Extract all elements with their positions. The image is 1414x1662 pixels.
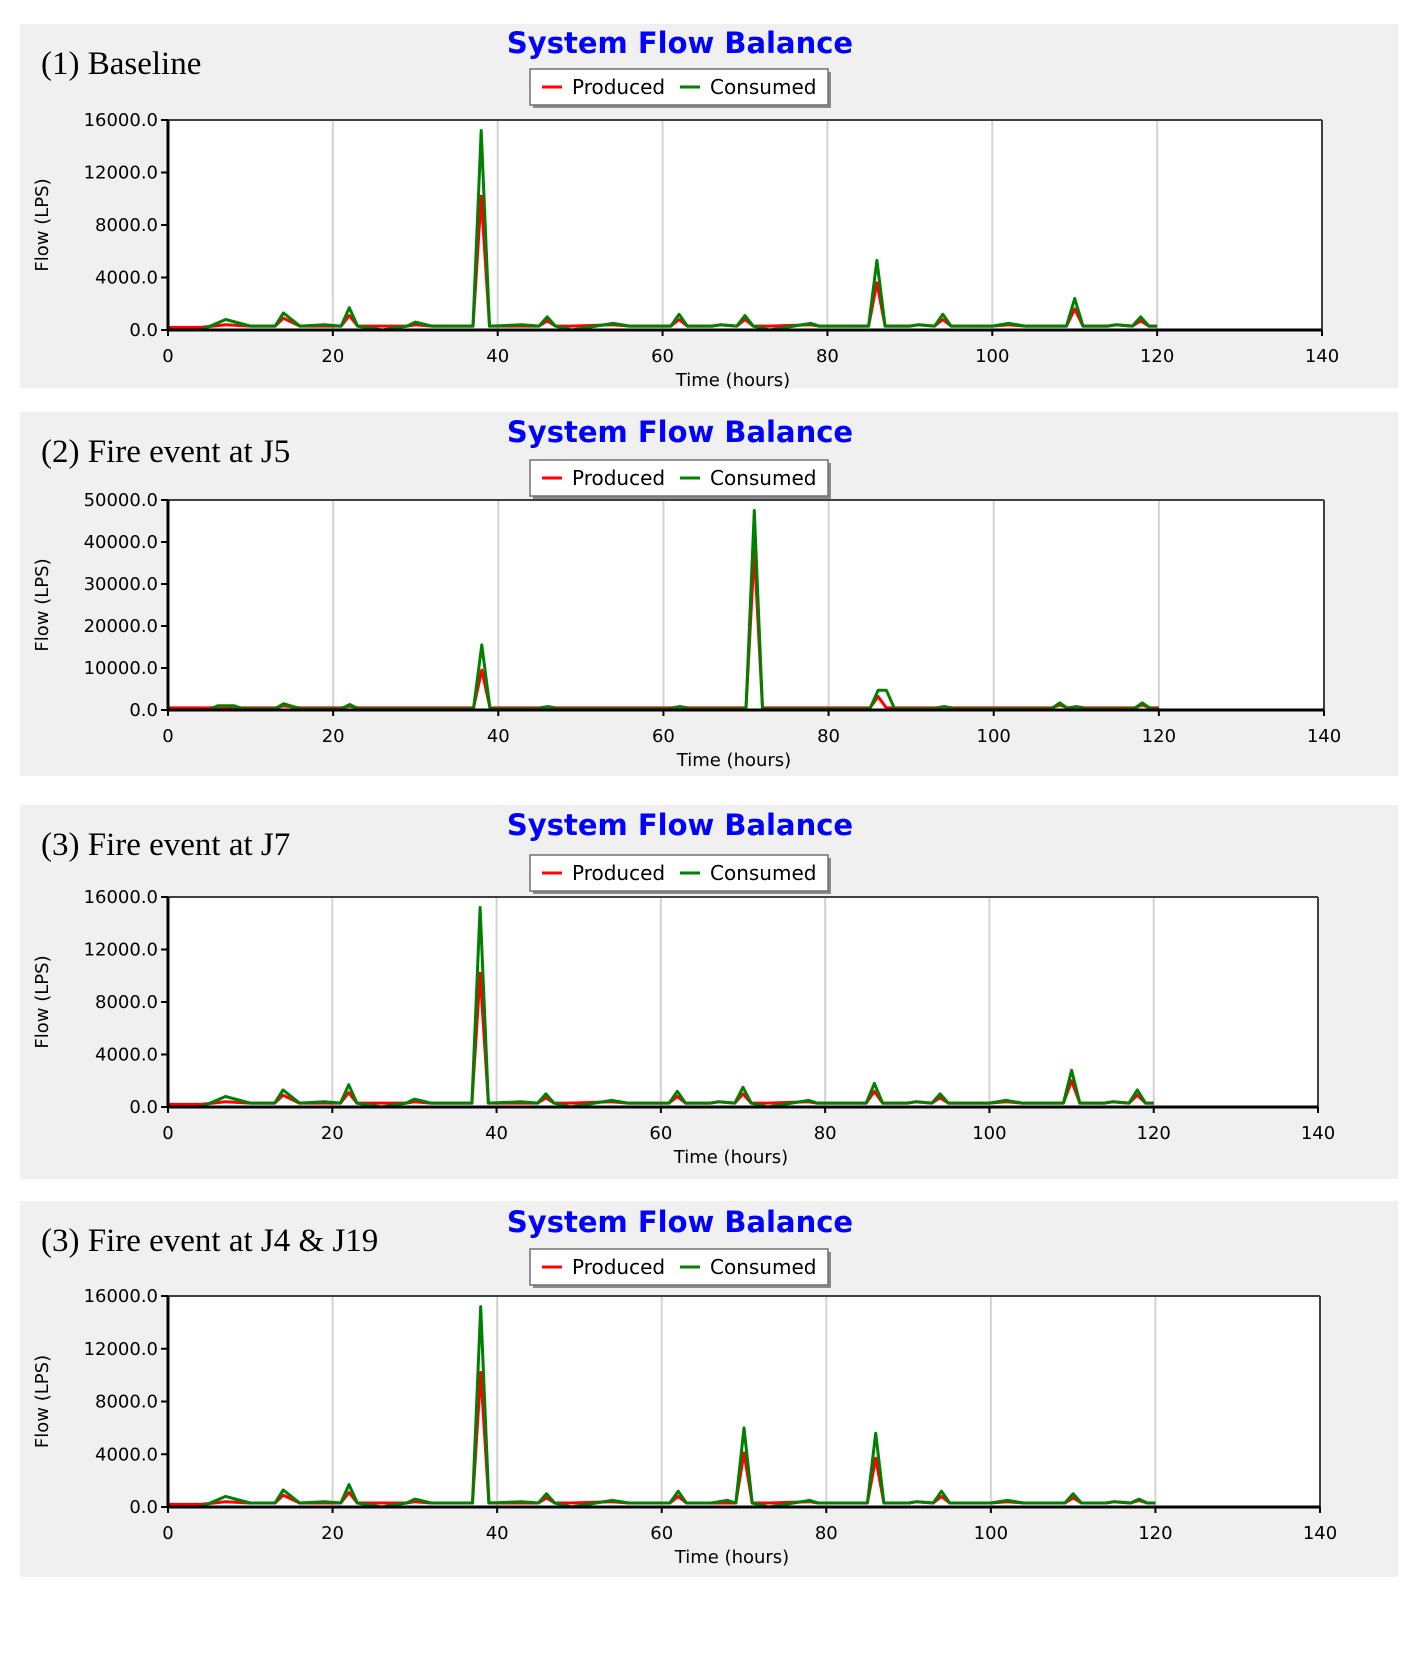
- x-tick-label: 60: [652, 726, 675, 747]
- y-tick-label: 10000.0: [84, 658, 158, 679]
- x-tick-label: 120: [1137, 1123, 1171, 1144]
- y-tick-label: 20000.0: [84, 616, 158, 637]
- x-tick-label: 80: [816, 346, 839, 367]
- chart-panel-1: (1) Baseline 0 20 40 60 80 100 120 140 0.0 4000.0…: [20, 24, 1398, 391]
- legend-label-produced: Produced: [572, 1255, 665, 1279]
- panel-label: (3) Fire event at J4 & J19: [41, 1223, 379, 1259]
- x-tick-label: 20: [321, 346, 344, 367]
- chart-svg: 0 20 40 60 80 100 120 140 0.0 4000.0 8000.0 12000.0…: [32, 808, 1335, 1168]
- y-tick-label: 0.0: [129, 1097, 158, 1118]
- legend-label-consumed: Consumed: [710, 1255, 816, 1279]
- x-axis-title: Time (hours): [675, 370, 790, 391]
- y-tick-label: 30000.0: [84, 574, 158, 595]
- y-tick-label: 8000.0: [95, 992, 158, 1013]
- chart-panel-3: (3) Fire event at J7 0 20 40 60 80 100 120 140 0…: [20, 805, 1398, 1179]
- y-tick-label: 40000.0: [84, 532, 158, 553]
- x-tick-label: 60: [649, 1123, 672, 1144]
- x-tick-label: 0: [162, 726, 173, 747]
- legend-box: [529, 1248, 829, 1286]
- series-line-consumed: [168, 1305, 1156, 1509]
- x-tick-label: 80: [815, 1523, 838, 1544]
- y-tick-label: 8000.0: [95, 1392, 158, 1413]
- series-line-consumed: [168, 906, 1154, 1109]
- x-tick-label: 20: [321, 1523, 344, 1544]
- y-axis-title: Flow (LPS): [32, 178, 53, 271]
- y-tick-label: 4000.0: [95, 268, 158, 289]
- panel-label: (1) Baseline: [41, 46, 202, 82]
- y-tick-label: 16000.0: [84, 110, 158, 131]
- legend-label-produced: Produced: [572, 466, 665, 490]
- x-tick-label: 0: [162, 346, 173, 367]
- x-tick-label: 40: [487, 726, 510, 747]
- chart-panel-4: (3) Fire event at J4 & J19 0 20 40 60 80 100 1…: [20, 1201, 1398, 1577]
- chart-svg: 0 20 40 60 80 100 120 140 0.0 4000.0 8000.0 12000.0…: [32, 26, 1339, 391]
- x-tick-label: 100: [975, 346, 1009, 367]
- x-tick-label: 20: [321, 1123, 344, 1144]
- chart-title: System Flow Balance: [507, 26, 853, 60]
- y-axis-title: Flow (LPS): [32, 1355, 53, 1448]
- legend-label-produced: Produced: [572, 861, 665, 885]
- plot-area: [168, 120, 1322, 330]
- x-axis-title: Time (hours): [674, 1547, 789, 1568]
- x-tick-label: 0: [162, 1523, 173, 1544]
- y-axis-title: Flow (LPS): [32, 558, 53, 651]
- x-tick-label: 100: [972, 1123, 1006, 1144]
- legend-label-produced: Produced: [572, 75, 665, 99]
- y-tick-label: 12000.0: [84, 940, 158, 961]
- panel-label: (2) Fire event at J5: [41, 434, 291, 470]
- x-axis-title: Time (hours): [676, 750, 791, 771]
- x-tick-label: 20: [322, 726, 345, 747]
- y-tick-label: 12000.0: [84, 163, 158, 184]
- legend-label-consumed: Consumed: [710, 861, 816, 885]
- x-tick-label: 120: [1138, 1523, 1172, 1544]
- chart-title: System Flow Balance: [507, 415, 853, 449]
- x-tick-label: 140: [1301, 1123, 1335, 1144]
- x-tick-label: 140: [1307, 726, 1341, 747]
- y-tick-label: 16000.0: [84, 887, 158, 908]
- x-tick-label: 80: [817, 726, 840, 747]
- y-tick-label: 0.0: [129, 320, 158, 341]
- x-tick-label: 80: [814, 1123, 837, 1144]
- x-tick-label: 40: [486, 1523, 509, 1544]
- y-tick-label: 4000.0: [95, 1045, 158, 1066]
- x-tick-label: 40: [485, 1123, 508, 1144]
- chart-panel-2: (2) Fire event at J5 0 20 40 60 80 100 120 140 0…: [20, 412, 1398, 776]
- chart-svg: 0 20 40 60 80 100 120 140 0.0 10000.0 20000.0 30000…: [32, 415, 1341, 771]
- y-tick-label: 12000.0: [84, 1339, 158, 1360]
- chart-svg: 0 20 40 60 80 100 120 140 0.0 4000.0 8000.0 12000.0…: [32, 1205, 1337, 1568]
- chart-title: System Flow Balance: [507, 808, 853, 842]
- x-tick-label: 140: [1305, 346, 1339, 367]
- y-tick-label: 0.0: [129, 1497, 158, 1518]
- plot-area: [168, 1296, 1320, 1507]
- x-tick-label: 40: [486, 346, 509, 367]
- x-tick-label: 140: [1303, 1523, 1337, 1544]
- plot-area: [168, 897, 1318, 1107]
- x-axis-title: Time (hours): [673, 1147, 788, 1168]
- x-tick-label: 120: [1142, 726, 1176, 747]
- y-tick-label: 50000.0: [84, 490, 158, 511]
- x-tick-label: 0: [162, 1123, 173, 1144]
- legend-label-consumed: Consumed: [710, 75, 816, 99]
- legend-box: [529, 854, 829, 892]
- x-tick-label: 60: [650, 1523, 673, 1544]
- chart-title: System Flow Balance: [507, 1205, 853, 1239]
- y-axis-title: Flow (LPS): [32, 955, 53, 1048]
- x-tick-label: 100: [974, 1523, 1008, 1544]
- legend-box: [529, 459, 829, 497]
- y-tick-label: 4000.0: [95, 1444, 158, 1465]
- y-tick-label: 8000.0: [95, 215, 158, 236]
- legend-box: [529, 68, 829, 106]
- x-tick-label: 60: [651, 346, 674, 367]
- y-tick-label: 0.0: [129, 700, 158, 721]
- y-tick-label: 16000.0: [84, 1286, 158, 1307]
- panel-label: (3) Fire event at J7: [41, 827, 291, 863]
- x-tick-label: 120: [1140, 346, 1174, 367]
- x-tick-label: 100: [977, 726, 1011, 747]
- legend-label-consumed: Consumed: [710, 466, 816, 490]
- series-line-consumed: [168, 129, 1158, 332]
